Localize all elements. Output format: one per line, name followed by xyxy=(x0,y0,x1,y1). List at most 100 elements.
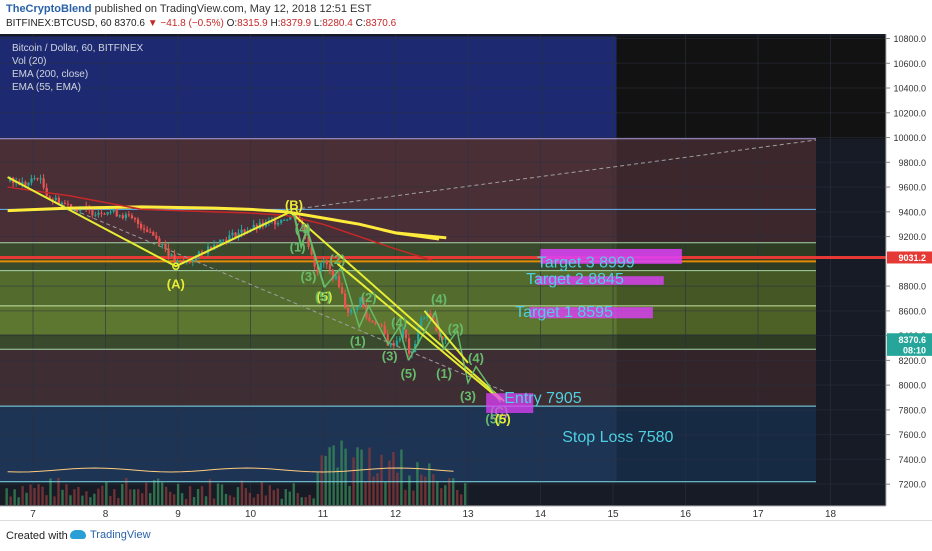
candle-body xyxy=(423,317,426,319)
volume-bar xyxy=(452,478,455,505)
volume-bar xyxy=(304,497,307,505)
candle-body xyxy=(130,215,134,219)
candle-body xyxy=(161,243,164,245)
candle-body xyxy=(210,246,213,250)
candle-body xyxy=(179,260,182,262)
volume-bar xyxy=(172,494,176,505)
candle-body xyxy=(289,216,292,220)
wave-sub-1 xyxy=(293,214,326,288)
wave-label: (2) xyxy=(361,290,377,305)
candle-body xyxy=(97,212,100,215)
x-tick-label: 16 xyxy=(680,509,692,520)
candle-body xyxy=(54,197,57,200)
y-tick-label: 9800.0 xyxy=(898,158,926,168)
candle-body xyxy=(63,202,67,204)
candle-body xyxy=(359,297,362,308)
candle-body xyxy=(310,246,313,256)
wave-label: (1) xyxy=(436,366,452,381)
high-label: H: xyxy=(270,18,281,29)
candle-body xyxy=(170,254,173,256)
volume-bar xyxy=(376,473,379,505)
candle-body xyxy=(118,215,121,217)
target-1-box xyxy=(529,307,653,319)
tradingview-logo[interactable]: TradingView xyxy=(70,529,151,541)
y-tick-label: 9600.0 xyxy=(898,183,926,193)
candle-body xyxy=(27,182,30,186)
wave-label: (3) xyxy=(460,389,476,404)
author-link[interactable]: TheCryptoBlend xyxy=(6,3,92,15)
volume-bar xyxy=(420,474,423,505)
candle-body xyxy=(91,209,94,216)
volume-bar xyxy=(300,497,303,505)
chart-area[interactable]: Target 3 8999 Target 2 8845 Target 1 8595 E… xyxy=(0,34,932,520)
volume-bar xyxy=(412,490,415,505)
y-tick-label: 8600.0 xyxy=(898,306,926,316)
candle-body xyxy=(124,214,127,219)
candle-body xyxy=(389,343,392,346)
volume-bar xyxy=(160,482,164,505)
x-tick-label: 12 xyxy=(390,509,402,520)
wave-label: (3) xyxy=(301,269,317,284)
volume-bar xyxy=(260,481,264,505)
candle-body xyxy=(197,251,201,256)
candle-body xyxy=(200,251,204,253)
candle-body xyxy=(362,297,365,307)
candle-body xyxy=(164,243,167,249)
candle-body xyxy=(243,229,246,233)
candle-body xyxy=(106,212,109,215)
publish-text: published on TradingView.com, May 12, 20… xyxy=(94,3,372,15)
tradingview-brand: TradingView xyxy=(90,529,151,541)
volume-bar xyxy=(89,497,92,505)
volume-bar xyxy=(256,493,260,505)
volume-bar xyxy=(196,488,200,505)
candle-body xyxy=(66,203,70,205)
volume-bar xyxy=(65,484,68,505)
wave-abc-line xyxy=(7,176,291,268)
price-badge xyxy=(887,251,932,264)
volume-bar xyxy=(380,454,383,505)
candle-body xyxy=(334,275,338,280)
wave-sub-3 xyxy=(407,310,502,403)
candle-body xyxy=(167,248,170,256)
candle-body xyxy=(277,222,280,225)
volume-bar xyxy=(25,492,28,505)
annotation-label: Entry 7905 xyxy=(504,390,581,407)
legend-ema55: EMA (55, EMA) xyxy=(12,82,81,93)
volume-bar xyxy=(312,498,315,505)
candle-body xyxy=(350,309,353,313)
volume-bar xyxy=(37,484,40,505)
volume-bar xyxy=(348,485,351,505)
x-axis-panel xyxy=(0,506,932,520)
volume-bar xyxy=(320,455,323,505)
candle-body xyxy=(234,232,237,238)
candle-body xyxy=(24,182,27,186)
x-tick-label: 15 xyxy=(607,509,619,520)
volume-bar xyxy=(424,476,427,505)
candle-body xyxy=(252,224,255,230)
candle-body xyxy=(374,322,377,325)
volume-bar xyxy=(57,477,60,505)
candle-body xyxy=(316,266,319,273)
candle-body xyxy=(188,261,191,263)
annotation-label: Target 3 8999 xyxy=(537,254,635,271)
candle-body xyxy=(325,261,328,265)
volume-bar xyxy=(156,478,160,505)
volume-bar xyxy=(61,489,64,505)
volume-bar xyxy=(456,489,459,505)
entry-box xyxy=(486,393,534,413)
candle-body xyxy=(33,178,36,180)
down-arrow-icon: ▼ xyxy=(147,18,158,29)
x-tick-label: 8 xyxy=(103,509,109,520)
candle-body xyxy=(69,204,73,209)
candle-body xyxy=(438,331,441,337)
projection-dashed-line-up xyxy=(293,139,817,210)
candle-body xyxy=(30,178,33,183)
y-tick-label: 10600.0 xyxy=(893,59,926,69)
candle-body xyxy=(319,263,322,273)
candle-body xyxy=(115,209,118,217)
wave-label: (4) xyxy=(391,315,407,330)
annotation-label: Target 2 8845 xyxy=(526,271,624,288)
y-tick-label: 7600.0 xyxy=(898,430,926,440)
candle-body xyxy=(432,316,435,320)
